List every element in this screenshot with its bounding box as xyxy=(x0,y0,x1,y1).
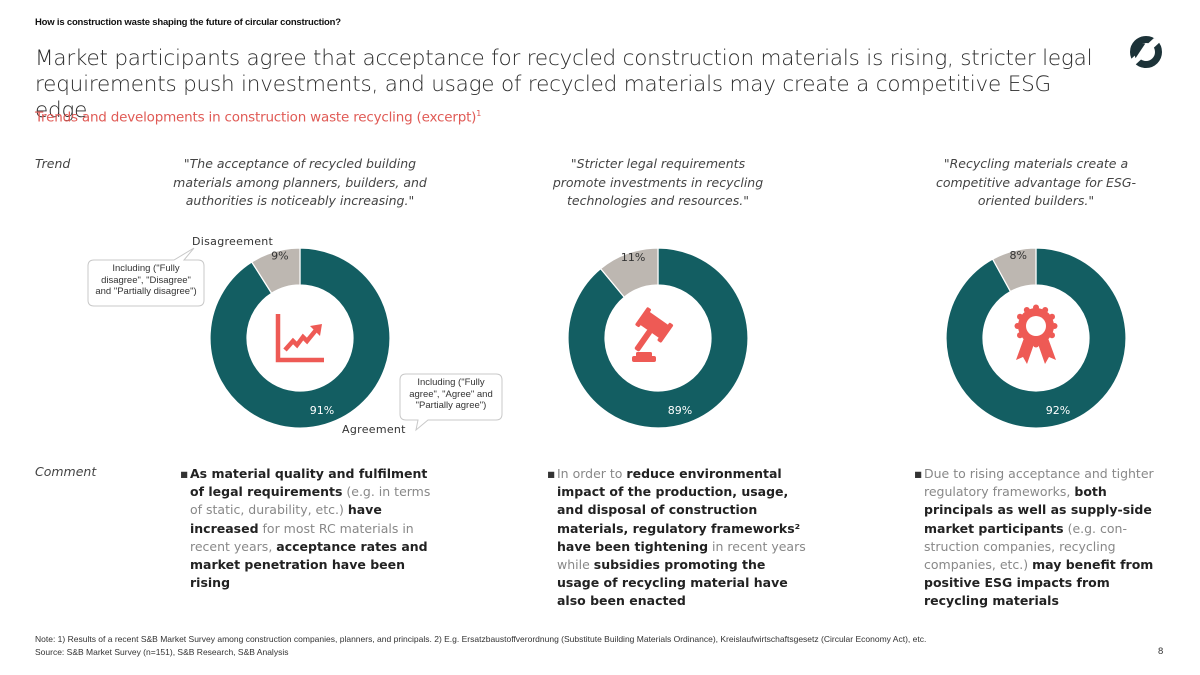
comment-emphasis: have increased xyxy=(190,502,382,536)
footer: Note: 1) Results of a recent S&B Market … xyxy=(35,633,1135,659)
comment-plain: (e.g. con-struction companies, recycling… xyxy=(924,520,1127,573)
data-label-disagreement: 9% xyxy=(271,250,288,263)
data-label-agreement: 91% xyxy=(310,404,334,417)
callout-line: Including ("Fully xyxy=(112,263,180,274)
footnote: Note: 1) Results of a recent S&B Market … xyxy=(35,634,927,644)
callout-line: agree", "Agree" and xyxy=(409,388,493,400)
donut-slice-disagreement xyxy=(599,247,659,299)
page-title-line-2: requirements push investments, and usage… xyxy=(35,72,1051,123)
comment-row-label: Comment xyxy=(35,464,97,479)
page-subtitle: Trends and developments in construction … xyxy=(35,109,481,126)
quote-line: oriented builders." xyxy=(977,193,1095,208)
callout-disagree-bubble xyxy=(87,247,205,307)
comment-1: ▪ As material quality and fulfilment of l… xyxy=(180,465,440,592)
bullet: ▪ xyxy=(547,466,556,481)
donut-chart-3: 92% 8% xyxy=(945,247,1127,429)
comment-emphasis: reduce environmental impact of the produ… xyxy=(557,466,801,554)
comment-text: As material quality and fulfilment of le… xyxy=(190,466,430,590)
award-ribbon-icon xyxy=(1014,304,1058,364)
trend-quote-2: "Stricter legal requirements promote inv… xyxy=(508,155,808,211)
comment-emphasis: may benefit from positive ESG impacts fr… xyxy=(924,557,1154,609)
callout-line: and "Partially disagree") xyxy=(95,286,197,297)
callout-agree-bubble xyxy=(399,373,503,432)
callout-agree-text: Including ("Fully agree", "Agree" and "P… xyxy=(400,377,502,412)
page-title-line-1: Market participants agree that acceptanc… xyxy=(35,46,1093,71)
comment-emphasis: As material quality and fulfilment of le… xyxy=(190,466,428,500)
callout-disagree-text: Including ("Fully disagree", "Disagree" … xyxy=(88,263,204,298)
disagreement-label: Disagreement xyxy=(192,235,274,248)
section-kicker: How is construction waste shaping the fu… xyxy=(35,17,341,28)
callout-line: Including ("Fully xyxy=(417,377,485,388)
gavel-icon xyxy=(632,307,674,362)
bullet: ▪ xyxy=(180,466,189,481)
comment-emphasis: both principals as well as supply-side m… xyxy=(924,484,1152,536)
donut-slice-agreement xyxy=(945,247,1127,429)
quote-line: "The acceptance of recycled building xyxy=(183,156,417,171)
trend-quote-1: "The acceptance of recycled building mat… xyxy=(150,155,450,211)
quote-line: "Stricter legal requirements xyxy=(570,156,746,171)
data-label-agreement: 92% xyxy=(1046,404,1070,417)
comment-plain: (e.g. in terms of static, durability, et… xyxy=(190,484,431,518)
callout-line: disagree", "Disagree" xyxy=(101,274,191,286)
donut-chart-2: 89% 11% xyxy=(567,247,749,429)
quote-line: "Recycling materials create a xyxy=(943,156,1129,171)
quote-line: materials among planners, builders, and xyxy=(173,174,427,190)
data-label-agreement: 89% xyxy=(668,404,692,417)
comment-plain: in recent years while xyxy=(557,538,806,573)
subtitle-footnote-ref: 1 xyxy=(476,109,482,118)
comment-text: In order to reduce environmental impact … xyxy=(557,466,806,608)
comment-text: Due to rising acceptance and tighter reg… xyxy=(924,466,1154,608)
page-number: 8 xyxy=(1158,646,1164,657)
callout-line: "Partially agree") xyxy=(415,400,487,411)
comment-3: ▪ Due to rising acceptance and tighter re… xyxy=(914,465,1169,611)
donut-slice-agreement xyxy=(567,247,749,429)
rising-chart-icon xyxy=(275,314,324,363)
agreement-label: Agreement xyxy=(342,423,406,436)
comment-plain: Due to rising acceptance and tighter reg… xyxy=(924,466,1154,500)
donut-slice-disagreement xyxy=(991,247,1037,293)
comment-emphasis: subsidies promoting the usage of recycli… xyxy=(557,557,788,609)
data-label-disagreement: 8% xyxy=(1010,249,1027,262)
comment-plain: for most RC materials in recent years, xyxy=(190,520,414,554)
donut-slice-agreement xyxy=(209,247,391,429)
trend-quote-3: "Recycling materials create a competitiv… xyxy=(886,155,1186,211)
data-label-disagreement: 11% xyxy=(621,251,645,264)
quote-line: competitive advantage for ESG- xyxy=(935,174,1137,190)
trend-row-label: Trend xyxy=(35,156,71,171)
page-title: Market participants agree that acceptanc… xyxy=(35,46,1095,124)
source-line: Source: S&B Market Survey (n=151), S&B R… xyxy=(35,647,289,657)
comment-emphasis: acceptance rates and market penetration … xyxy=(190,538,428,591)
subtitle-text: Trends and developments in construction … xyxy=(35,109,477,126)
quote-line: technologies and resources." xyxy=(566,193,749,208)
brand-logo-icon xyxy=(1130,36,1162,68)
bullet: ▪ xyxy=(914,466,923,481)
comment-plain: In order to xyxy=(557,466,627,481)
comment-2: ▪ In order to reduce environmental impact… xyxy=(547,465,807,611)
quote-line: authorities is noticeably increasing." xyxy=(185,193,415,208)
donut-slice-disagreement xyxy=(250,247,301,295)
donut-chart-1: 91% 9% xyxy=(209,247,391,429)
quote-line: promote investments in recycling xyxy=(552,174,764,190)
